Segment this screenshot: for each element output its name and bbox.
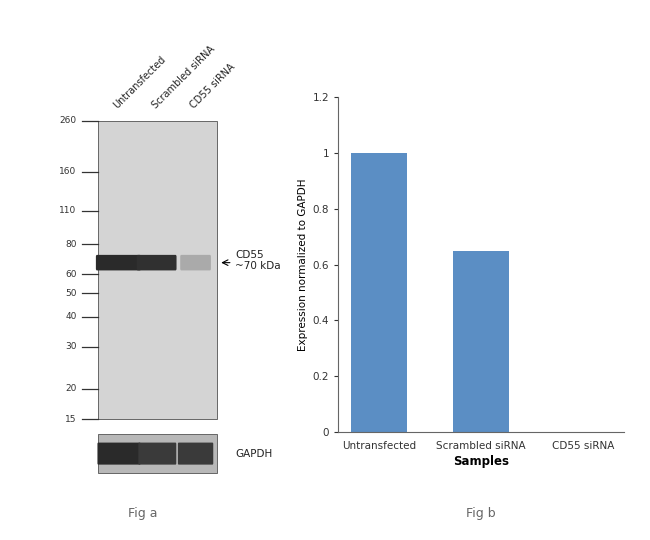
Text: 110: 110 bbox=[59, 206, 77, 215]
Text: 260: 260 bbox=[60, 117, 77, 125]
Text: 30: 30 bbox=[65, 342, 77, 351]
Bar bbox=[351, 153, 407, 432]
Text: Untransfected: Untransfected bbox=[112, 54, 168, 110]
Y-axis label: Expression normalized to GAPDH: Expression normalized to GAPDH bbox=[298, 178, 308, 351]
Text: 40: 40 bbox=[65, 312, 77, 321]
Bar bbox=[453, 251, 509, 432]
FancyBboxPatch shape bbox=[98, 121, 217, 419]
Text: 80: 80 bbox=[65, 240, 77, 248]
FancyBboxPatch shape bbox=[138, 443, 176, 464]
Text: Scrambled siRNA: Scrambled siRNA bbox=[150, 44, 216, 110]
FancyBboxPatch shape bbox=[178, 443, 213, 464]
Text: 15: 15 bbox=[65, 415, 77, 423]
Text: Fig b: Fig b bbox=[466, 507, 496, 519]
FancyBboxPatch shape bbox=[98, 443, 140, 464]
FancyBboxPatch shape bbox=[180, 255, 211, 271]
FancyBboxPatch shape bbox=[136, 255, 177, 271]
Text: CD55 siRNA: CD55 siRNA bbox=[188, 62, 237, 110]
Text: 20: 20 bbox=[65, 384, 77, 394]
FancyBboxPatch shape bbox=[98, 434, 217, 473]
X-axis label: Samples: Samples bbox=[453, 455, 509, 468]
Text: 60: 60 bbox=[65, 269, 77, 279]
Text: 160: 160 bbox=[59, 167, 77, 176]
Text: CD55
~70 kDa: CD55 ~70 kDa bbox=[235, 249, 281, 271]
Text: GAPDH: GAPDH bbox=[235, 449, 272, 458]
FancyBboxPatch shape bbox=[96, 255, 141, 271]
Text: 50: 50 bbox=[65, 289, 77, 298]
Text: Fig a: Fig a bbox=[128, 507, 158, 519]
